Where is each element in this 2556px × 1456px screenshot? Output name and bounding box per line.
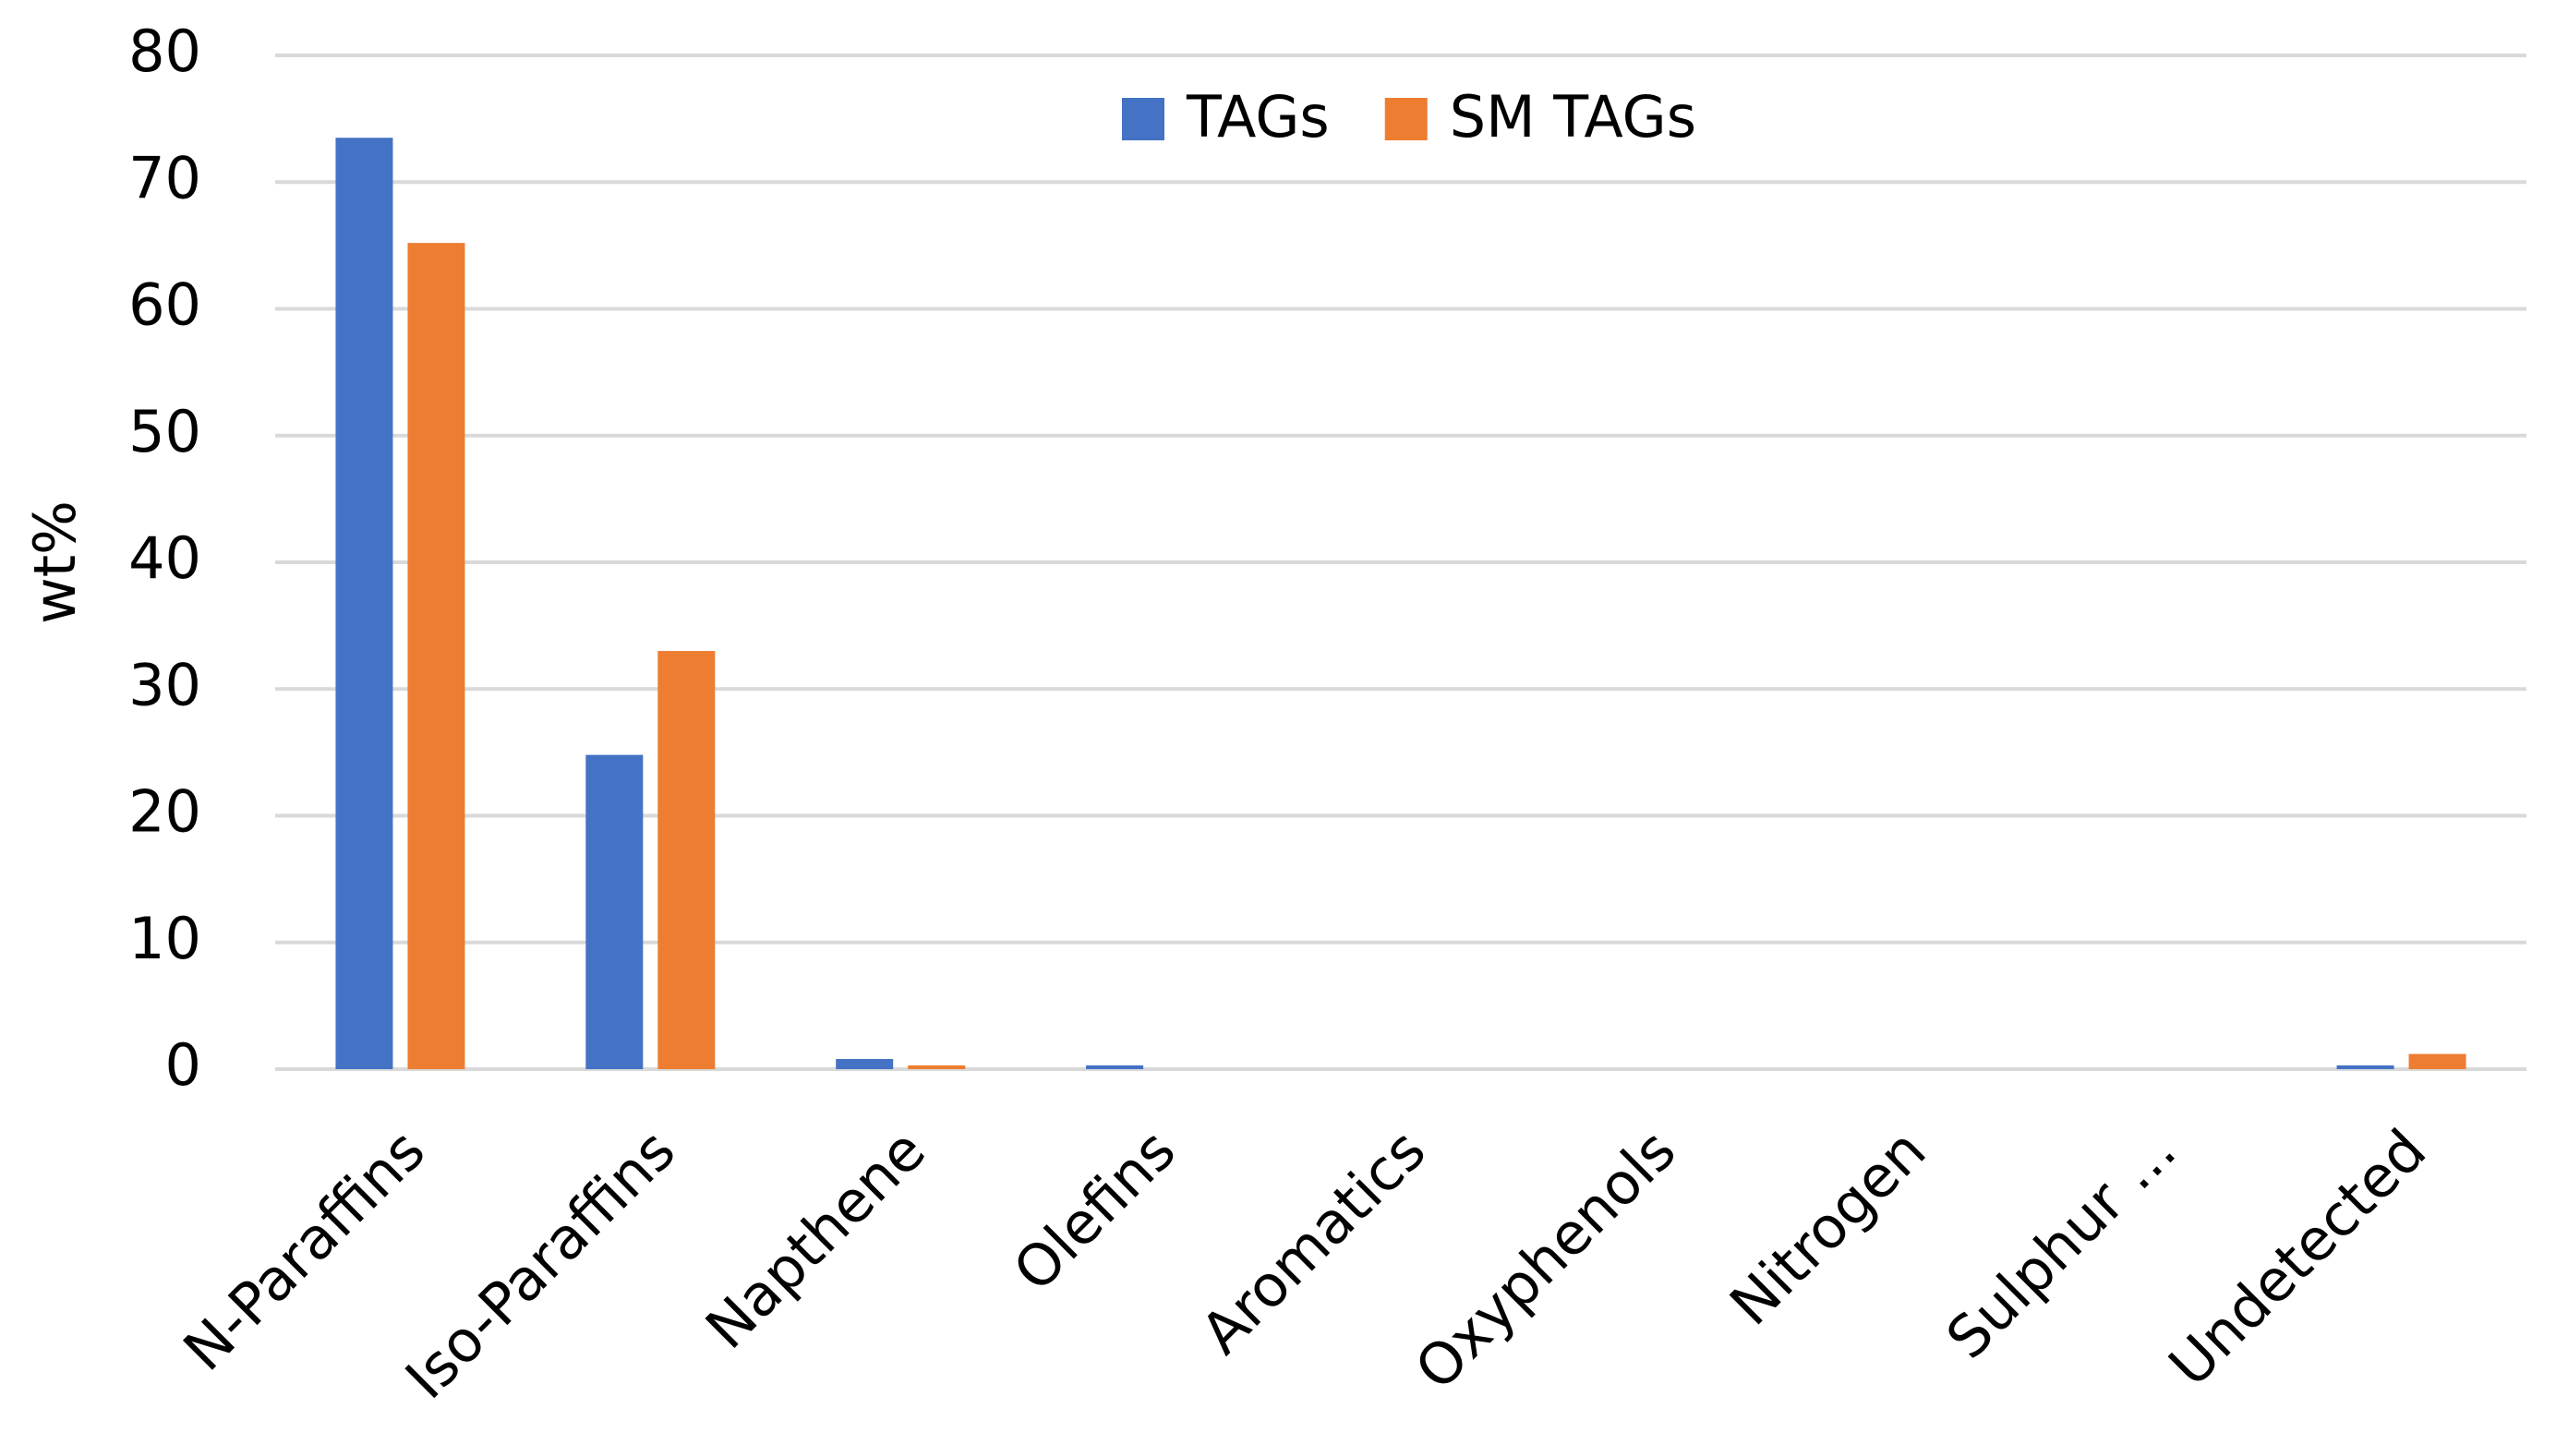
y-tick-label: 10 — [128, 905, 201, 972]
bar — [836, 1059, 894, 1069]
y-tick-label: 40 — [128, 524, 201, 592]
legend-label: SM TAGs — [1450, 83, 1696, 150]
x-tick-label: N-Paraffins — [171, 1116, 438, 1383]
y-tick-label: 60 — [128, 271, 201, 339]
bar — [2408, 1053, 2466, 1069]
y-tick-label: 30 — [128, 651, 201, 718]
y-tick-label: 50 — [128, 398, 201, 465]
y-tick-label: 20 — [128, 778, 201, 846]
legend-label: TAGs — [1186, 83, 1330, 150]
bar — [335, 138, 393, 1069]
x-tick-label: Olefins — [1000, 1116, 1188, 1305]
y-tick-label: 0 — [165, 1031, 201, 1099]
bar — [908, 1065, 966, 1069]
x-tick-label: Sulphur ... — [1934, 1116, 2189, 1372]
x-tick-label: Undetected — [2156, 1116, 2440, 1400]
legend-swatch — [1384, 98, 1428, 140]
x-tick-label: Oxyphenols — [1402, 1116, 1688, 1402]
bar — [407, 243, 465, 1069]
x-tick-label: Aromatics — [1188, 1116, 1438, 1366]
bar — [2336, 1065, 2394, 1069]
legend-swatch — [1122, 98, 1164, 140]
y-axis-label: wt% — [21, 500, 89, 624]
y-tick-label: 80 — [128, 18, 201, 85]
x-tick-label: Iso-Paraffins — [392, 1116, 688, 1412]
x-tick-label: Nitrogen — [1717, 1116, 1938, 1338]
x-tick-label: Napthene — [693, 1116, 938, 1362]
bar — [657, 651, 716, 1069]
bar — [585, 754, 644, 1069]
bar — [1086, 1065, 1144, 1069]
y-tick-label: 70 — [128, 144, 201, 211]
